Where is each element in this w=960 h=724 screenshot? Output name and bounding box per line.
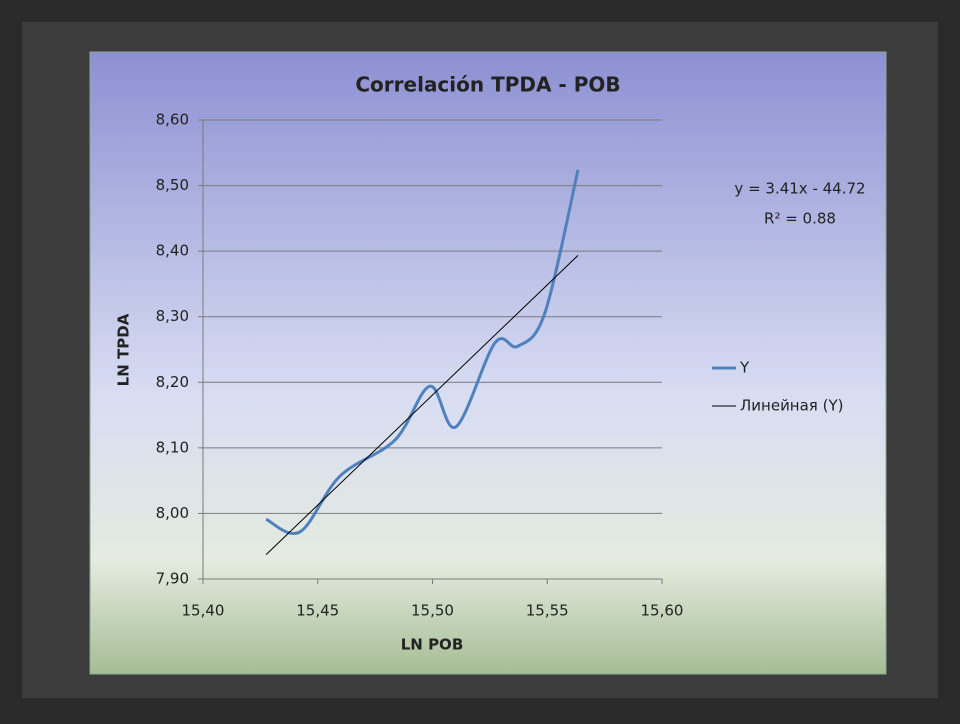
y-tick-label: 8,10 (156, 438, 189, 456)
y-axis-title: LN TPDA (115, 313, 133, 386)
chart-title: Correlación TPDA - POB (355, 73, 620, 97)
y-tick-label: 7,90 (156, 570, 189, 588)
x-tick-label: 15,50 (411, 602, 454, 620)
x-tick-label: 15,45 (296, 602, 339, 620)
trend-equation: y = 3.41x - 44.72 (734, 180, 865, 198)
y-tick-label: 8,60 (156, 111, 189, 129)
chart-area (89, 51, 887, 675)
y-tick-label: 8,40 (156, 242, 189, 260)
trend-line (265, 255, 579, 555)
y-tick-label: 8,20 (156, 373, 189, 391)
x-tick-label: 15,60 (641, 602, 684, 620)
legend-label: Y (739, 359, 750, 377)
y-tick-label: 8,00 (156, 504, 189, 522)
y-tick-label: 8,30 (156, 307, 189, 325)
legend-label: Линейная (Y) (740, 397, 843, 415)
x-tick-label: 15,55 (526, 602, 569, 620)
r-squared: R² = 0.88 (764, 210, 836, 228)
x-axis-title: LN POB (401, 636, 464, 654)
y-tick-label: 8,50 (156, 176, 189, 194)
x-tick-label: 15,40 (182, 602, 225, 620)
data-line (265, 169, 580, 535)
